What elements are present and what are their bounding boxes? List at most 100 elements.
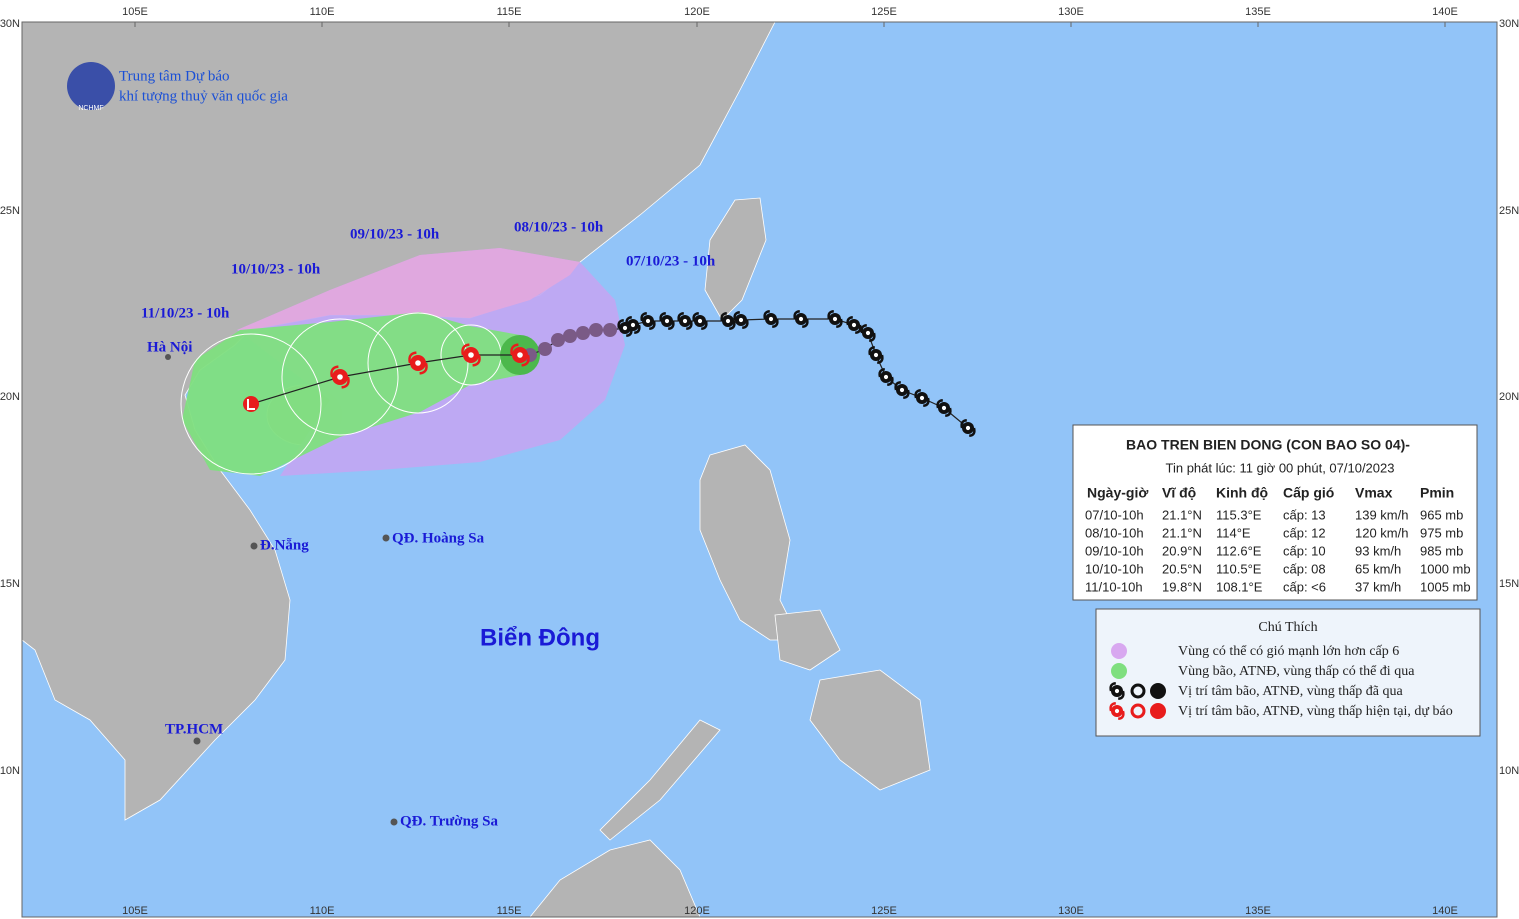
track-label: 11/10/23 - 10h [141, 305, 230, 321]
place-dot [165, 354, 171, 360]
info-title: BAO TREN BIEN DONG (CON BAO SO 04)- [1126, 437, 1410, 453]
low-letter [247, 399, 255, 410]
place-dot [390, 818, 398, 826]
column-header: Cấp gió [1283, 485, 1334, 501]
lon-label: 105E [122, 6, 148, 18]
past-position [603, 323, 617, 337]
lon-label: 115E [497, 6, 522, 18]
legend-item: Vị trí tâm bão, ATNĐ, vùng thấp đã qua [1178, 684, 1404, 699]
table-cell: cấp: 12 [1283, 525, 1326, 540]
table-cell: cấp: 08 [1283, 561, 1326, 576]
storm-eye [682, 318, 688, 324]
legend-item: Vùng có thể có gió mạnh lớn hơn cấp 6 [1178, 644, 1399, 659]
table-cell: 93 km/h [1355, 543, 1401, 558]
wind-zone-land [237, 248, 580, 330]
lat-label: 10N [1499, 765, 1519, 777]
past-position [551, 333, 565, 347]
place-dot [193, 737, 201, 745]
storm-tail [1109, 681, 1125, 701]
storm-eye [899, 387, 905, 393]
info-panel [1072, 424, 1478, 601]
lon-label: 125E [871, 905, 897, 917]
lon-label: 140E [1432, 905, 1458, 917]
storm-tail [878, 367, 894, 387]
storm-tail [720, 311, 736, 331]
storm-tail [510, 343, 530, 367]
storm-tail [461, 343, 481, 367]
legend-icons [1109, 681, 1166, 721]
table-cell: cấp: <6 [1283, 579, 1326, 594]
lon-label: 125E [871, 6, 897, 18]
legend-icon [1150, 703, 1166, 719]
storm-eye [468, 352, 474, 358]
legend-item: Vị trí tâm bão, ATNĐ, vùng thấp hiện tại… [1178, 704, 1453, 719]
table-cell: 108.1°E [1216, 579, 1263, 594]
column-header: Ngày-giờ [1087, 485, 1148, 501]
lon-label: 120E [684, 6, 710, 18]
labels: 07/10/23 - 10h 08/10/23 - 10h 09/10/23 - 1… [141, 219, 716, 829]
place-label: Hà Nội [147, 339, 192, 355]
lon-label: 105E [122, 905, 148, 917]
lat-label: 15N [1499, 578, 1519, 590]
table-cell: 139 km/h [1355, 507, 1408, 522]
storm-tail [936, 398, 952, 418]
table-cell: 1000 mb [1420, 561, 1471, 576]
table-cell: 965 mb [1420, 507, 1463, 522]
legend-swatch [1111, 643, 1127, 659]
storm-eye [725, 318, 731, 324]
storm-tail [860, 323, 876, 343]
place-dot [382, 534, 390, 542]
storm-eye [630, 322, 636, 328]
storm-eye [738, 317, 744, 323]
lat-label: 30N [0, 18, 20, 30]
lat-label: 30N [1499, 18, 1519, 30]
table-cell: 115.3°E [1216, 507, 1262, 522]
table-cell: 37 km/h [1355, 579, 1401, 594]
legend-icon [1130, 683, 1146, 699]
legend-item: Vùng bão, ATNĐ, vùng thấp có thể đi qua [1178, 664, 1415, 679]
legend-icon [1130, 703, 1146, 719]
storm-eye [873, 352, 879, 358]
lat-label: 15N [0, 578, 20, 590]
place-label: QĐ. Hoàng Sa [392, 530, 485, 546]
sea-label: Biển Đông [480, 624, 600, 651]
place-label: QĐ. Trường Sa [400, 813, 499, 829]
axes: 105E 105E 110E 110E 115E 115E 120E 120E 125E 125E… [0, 6, 1519, 918]
storm-tail [330, 365, 350, 389]
table-cell: 21.1°N [1162, 525, 1202, 540]
storm-tail [692, 311, 708, 331]
place-label: TP.HCM [165, 721, 223, 737]
storm-eye [415, 360, 421, 366]
storm-tail [763, 309, 779, 329]
storm-tail [960, 418, 976, 438]
past-position [563, 329, 577, 343]
storm-eye [798, 316, 804, 322]
storm-tail [408, 351, 428, 375]
storm-eye [941, 405, 947, 411]
table-cell: 985 mb [1420, 543, 1463, 558]
logo-mark [67, 62, 115, 110]
track-label: 09/10/23 - 10h [350, 226, 440, 242]
storm-tail [617, 318, 633, 338]
lon-label: 135E [1245, 6, 1271, 18]
lon-label: 110E [310, 6, 335, 18]
table-cell: 21.1°N [1162, 507, 1202, 522]
lat-label: 20N [0, 391, 20, 403]
past-position [576, 326, 590, 340]
table-cell: 112.6°E [1216, 543, 1262, 558]
table-cell: 110.5°E [1216, 561, 1262, 576]
storm-cone [182, 312, 540, 476]
storm-eye [337, 374, 343, 380]
storm-tail [1109, 701, 1125, 721]
storm-tail [793, 309, 809, 329]
info-table: Ngày-giờ Vĩ độ Kinh độ Cấp gió Vmax Pmin 07/10… [1085, 485, 1471, 595]
lat-label: 20N [1499, 391, 1519, 403]
storm-eye [1114, 688, 1120, 694]
storm-eye [919, 395, 925, 401]
storm-tail [659, 311, 675, 331]
legend-title: Chú Thích [1258, 620, 1317, 635]
track-label: 10/10/23 - 10h [231, 261, 321, 277]
legend: Chú Thích Vùng có thể có gió mạnh lớn hơ… [1095, 608, 1481, 737]
legend-icon [1150, 683, 1166, 699]
lon-label: 140E [1432, 6, 1458, 18]
